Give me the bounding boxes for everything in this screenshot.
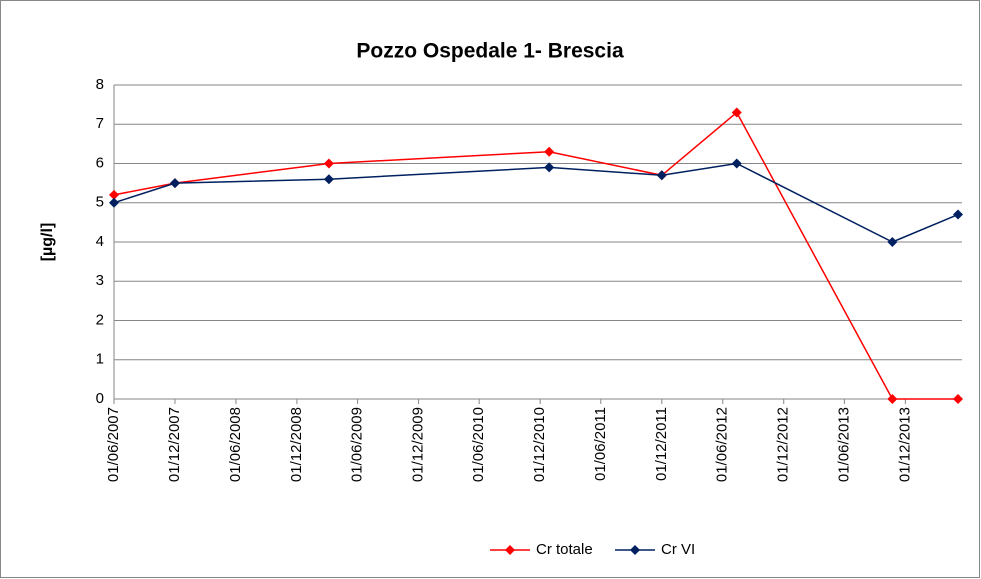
point [544, 146, 555, 157]
y-tick-label: 0 [96, 390, 104, 407]
point [887, 237, 898, 247]
y-tick-label: 6 [96, 154, 104, 171]
point [169, 178, 180, 189]
point [109, 189, 119, 200]
y-tick-label: 2 [96, 311, 104, 328]
legend-marker [630, 545, 640, 555]
point [887, 394, 898, 404]
y-axis-label: [µg/l] [39, 223, 56, 262]
y-tick-label: 7 [96, 115, 104, 132]
x-tick-label: 01/06/2010 [470, 407, 487, 482]
series-line [113, 162, 959, 243]
point [953, 394, 964, 404]
x-tick-label: 01/06/2011 [592, 407, 609, 481]
x-tick-label: 01/06/2013 [835, 407, 852, 482]
point [656, 170, 667, 181]
series-line [113, 111, 959, 400]
x-tick-label: 01/06/2012 [714, 407, 731, 482]
legend-marker [505, 545, 515, 555]
y-tick-label: 5 [96, 194, 104, 211]
point [323, 158, 334, 169]
x-tick-label: 01/06/2008 [227, 407, 244, 482]
point [731, 158, 742, 169]
y-tick-label: 8 [96, 76, 104, 93]
point [544, 162, 555, 173]
chart-title: Pozzo Ospedale 1- Brescia [356, 40, 624, 63]
y-tick-label: 1 [96, 351, 104, 368]
y-tick-label: 3 [96, 272, 104, 289]
x-tick-label: 01/12/2010 [531, 407, 548, 482]
x-tick-label: 01/12/2011 [653, 407, 670, 481]
legend-label: Cr totale [536, 541, 593, 558]
x-tick-label: 01/12/2007 [166, 407, 183, 482]
point [109, 197, 119, 208]
x-tick-label: 01/12/2009 [410, 407, 427, 482]
x-tick-label: 01/06/2007 [105, 407, 122, 482]
x-tick-label: 01/12/2012 [775, 407, 792, 482]
y-tick-label: 4 [96, 233, 104, 250]
legend-label: Cr VI [661, 541, 695, 558]
point [953, 209, 964, 220]
point [731, 107, 742, 118]
x-tick-label: 01/12/2008 [288, 407, 305, 482]
x-tick-label: 01/12/2013 [896, 407, 913, 482]
x-tick-label: 01/06/2009 [349, 407, 366, 482]
point [323, 174, 334, 185]
